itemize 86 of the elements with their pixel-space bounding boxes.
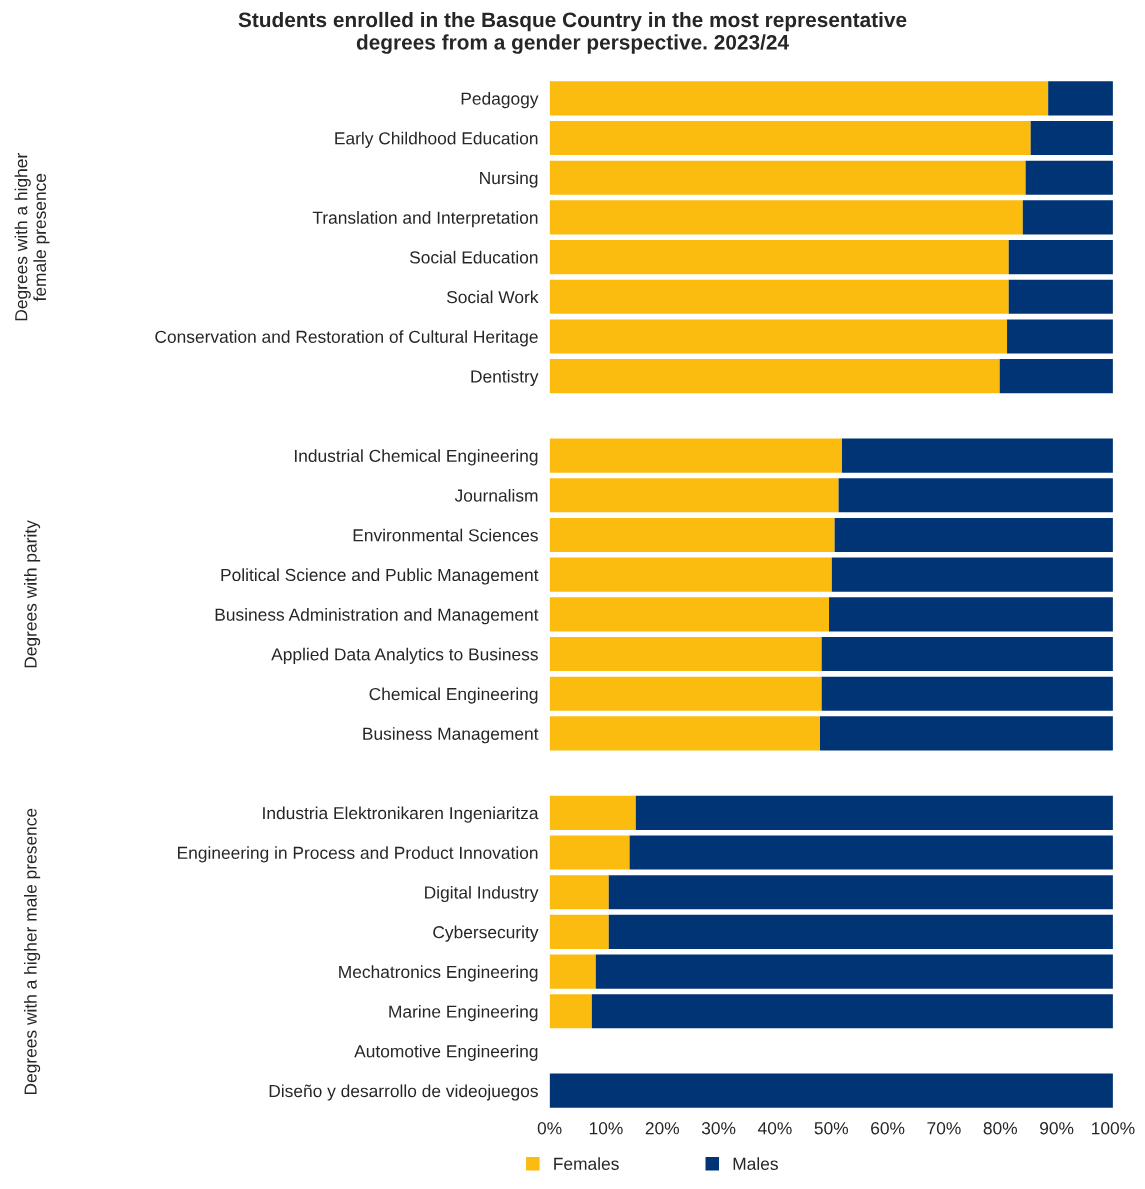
y-tick-label: Business Management [363, 727, 539, 744]
bar [549, 597, 830, 632]
bar [608, 875, 1113, 910]
bar [821, 636, 1113, 672]
bar [831, 557, 1113, 592]
bar [1008, 279, 1113, 314]
bar [608, 914, 1113, 949]
bar [838, 478, 1113, 513]
y-tick-label: Nursing [480, 171, 538, 188]
y-tick-label: Marine Engineering [389, 1005, 538, 1022]
bar [1025, 160, 1113, 195]
x-tick-label: 20% [645, 1122, 680, 1135]
bar [1008, 240, 1113, 275]
x-tick-label: 80% [983, 1122, 1018, 1135]
legend-label: Males [733, 1157, 778, 1170]
bar [549, 994, 592, 1029]
y-tick-label: Business Administration and Management [215, 608, 539, 625]
bar [591, 994, 1113, 1029]
y-tick-label: Mechatronics Engineering [339, 965, 538, 982]
y-tick-label: Industrial Chemical Engineering [294, 449, 538, 466]
y-tick-label: Conservation and Restoration of Cultural Heritage [155, 330, 538, 347]
y-tick-label: Industria Elektronikaren Ingeniaritza [263, 806, 539, 823]
x-tick-label: 90% [1040, 1122, 1074, 1135]
bar [999, 359, 1113, 394]
x-tick-label: 30% [701, 1122, 736, 1135]
y-tick-label: Journalism [454, 488, 538, 502]
bar [549, 240, 1009, 275]
bar [549, 438, 842, 473]
bar [549, 557, 832, 592]
legend-label: Females [554, 1157, 619, 1170]
y-tick-label: Pedagogy [461, 92, 539, 109]
y-tick-label: Translation and Interpretation [312, 211, 538, 228]
bar [635, 795, 1113, 830]
y-tick-label: Diseño y desarrollo de videojuegos [269, 1084, 538, 1101]
bar [549, 81, 1049, 116]
bar [629, 835, 1113, 870]
bar [549, 716, 820, 751]
x-tick-label: 10% [589, 1122, 623, 1135]
x-tick-label: 0% [537, 1122, 562, 1135]
bar [841, 438, 1113, 473]
bar [549, 636, 822, 672]
x-tick-label: 50% [814, 1122, 849, 1135]
bar [834, 517, 1113, 553]
y-tick-label: Social Work [446, 290, 539, 304]
x-tick-label: 70% [927, 1122, 961, 1135]
bar [549, 478, 839, 513]
bar [549, 200, 1023, 235]
bar [549, 517, 835, 553]
bar [549, 676, 822, 711]
bar [595, 954, 1113, 989]
bar [549, 875, 609, 910]
y-tick-label: Cybersecurity [433, 925, 539, 942]
bar [820, 716, 1113, 751]
bar [1007, 319, 1113, 354]
bar [829, 597, 1113, 632]
y-tick-label: Chemical Engineering [369, 687, 538, 704]
x-tick-label: 40% [757, 1122, 792, 1135]
x-tick-label: 60% [871, 1122, 905, 1135]
bar [549, 120, 1031, 156]
bar [1048, 81, 1113, 116]
text: Degrees with parity [23, 520, 41, 668]
text: Degrees with a higher male presence [23, 808, 41, 1095]
y-tick-label: Early Childhood Education [335, 131, 538, 148]
bar [549, 835, 630, 870]
x-tick-label: 100% [1092, 1122, 1135, 1135]
y-tick-label: Dentistry [471, 369, 539, 387]
text: Degrees with a higher female presence [14, 153, 50, 321]
y-tick-label: Political Science and Public Management [221, 568, 539, 585]
y-tick-label: Engineering in Process and Product Innovation [178, 846, 538, 863]
y-tick-label: Automotive Engineering [354, 1044, 538, 1061]
y-tick-label: Social Education [409, 250, 538, 264]
bar [549, 319, 1008, 354]
y-tick-label: Environmental Sciences [353, 528, 538, 542]
bar [549, 359, 1000, 394]
bar [549, 279, 1009, 314]
bar [1022, 200, 1113, 235]
bar [1030, 120, 1113, 156]
chart-title: Students enrolled in the Basque Country in the most representative degrees from a gender perspective. 2023/24 [238, 11, 907, 54]
bar [821, 676, 1113, 711]
y-tick-label: Applied Data Analytics to Business [271, 647, 538, 664]
bar [549, 954, 596, 989]
bar [549, 795, 636, 830]
bar [549, 914, 609, 949]
bar [549, 160, 1026, 195]
bar [549, 1073, 1113, 1108]
y-tick-label: Digital Industry [425, 885, 539, 903]
